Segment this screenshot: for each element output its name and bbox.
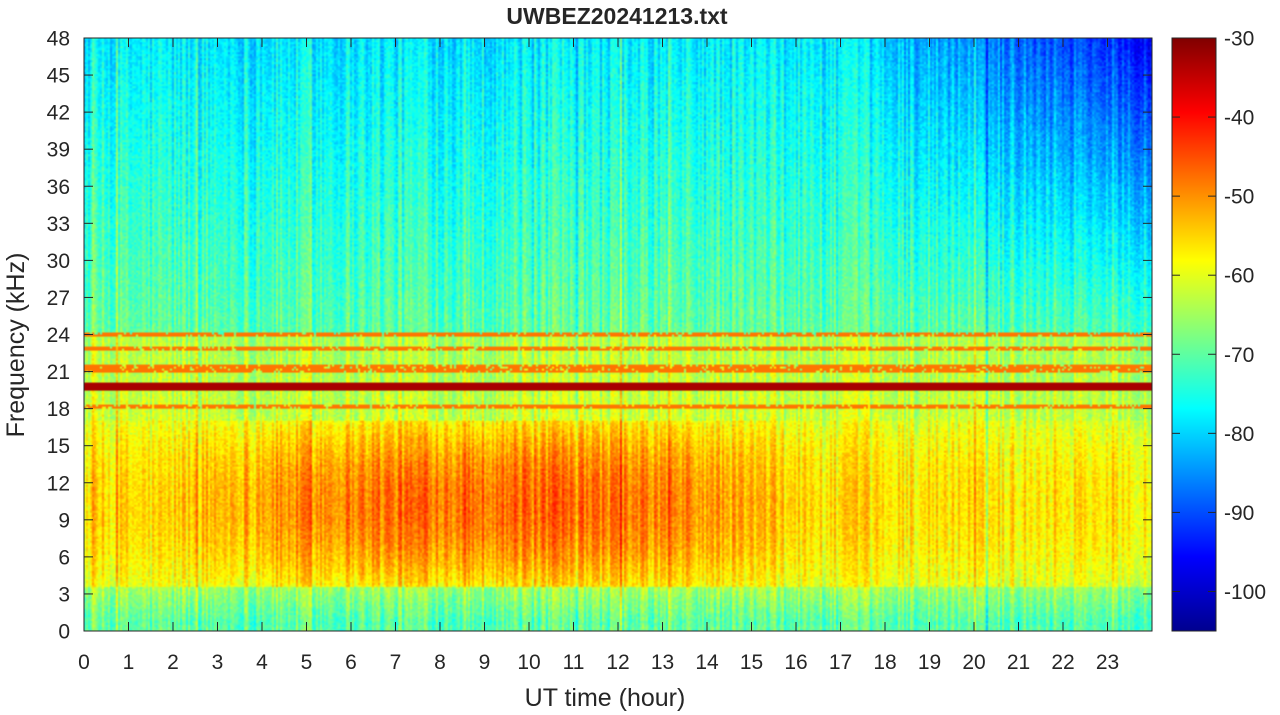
x-tick-label: 13 (651, 651, 674, 674)
x-axis-ticks: 0 1 2 3 4 5 6 7 8 9 10 11 12 13 14 15 16 17 18 19 20 21 22 23 (78, 38, 1119, 674)
spectrogram-image (84, 38, 1152, 631)
y-tick-label: 24 (47, 324, 71, 347)
x-tick-label: 18 (873, 651, 896, 674)
y-tick-label: 15 (47, 435, 70, 458)
x-tick-label: 23 (1096, 651, 1119, 674)
x-tick-label: 22 (1051, 651, 1074, 674)
x-tick-label: 2 (167, 651, 179, 674)
y-tick-label: 18 (47, 398, 70, 421)
plot-area (83, 37, 1153, 632)
x-tick-label: 1 (123, 651, 135, 674)
y-tick-label: 45 (47, 65, 70, 88)
x-tick-label: 11 (563, 651, 585, 674)
x-tick-label: 16 (784, 651, 807, 674)
x-tick-label: 17 (829, 651, 852, 674)
y-tick-label: 36 (47, 176, 70, 199)
chart-title: UWBEZ20241213.txt (506, 3, 727, 29)
x-axis-label: UT time (hour) (525, 684, 686, 712)
x-tick-label: 20 (962, 651, 985, 674)
x-tick-label: 9 (479, 651, 491, 674)
y-tick-label: 9 (58, 509, 70, 532)
colorbar-tick-label: -80 (1224, 423, 1254, 446)
x-tick-label: 0 (78, 651, 90, 674)
y-tick-label: 3 (58, 583, 70, 606)
y-tick-label: 6 (58, 546, 70, 569)
y-tick-label: 12 (47, 472, 70, 495)
x-tick-label: 6 (345, 651, 357, 674)
y-tick-label: 21 (47, 361, 70, 384)
x-tick-label: 12 (606, 651, 629, 674)
colorbar-tick-label: -50 (1224, 186, 1254, 209)
y-tick-label: 0 (58, 621, 70, 644)
colorbar-ticks: -100 -90 -80 -70 -60 -50 -40 -30 (1172, 28, 1266, 604)
x-tick-label: 10 (517, 651, 540, 674)
x-tick-label: 3 (212, 651, 224, 674)
y-tick-label: 39 (47, 139, 70, 162)
x-tick-label: 4 (256, 651, 268, 674)
y-tick-label: 33 (47, 213, 70, 236)
colorbar-tick-label: -40 (1224, 107, 1254, 130)
colorbar-tick-label: -100 (1224, 581, 1266, 604)
colorbar-tick-label: -90 (1224, 502, 1254, 525)
x-tick-label: 19 (918, 651, 941, 674)
x-tick-label: 5 (301, 651, 313, 674)
colorbar-tick-label: -60 (1224, 265, 1254, 288)
y-tick-label: 30 (47, 250, 70, 273)
x-tick-label: 21 (1007, 651, 1030, 674)
y-tick-label: 42 (47, 102, 70, 125)
colorbar: -100 -90 -80 -70 -60 -50 -40 -30 (1171, 28, 1266, 632)
x-tick-label: 14 (695, 651, 719, 674)
x-tick-label: 15 (740, 651, 763, 674)
y-tick-label: 48 (47, 28, 70, 51)
colorbar-gradient (1172, 38, 1216, 631)
colorbar-frame (1171, 37, 1217, 632)
x-tick-label: 7 (390, 651, 402, 674)
x-tick-label: 8 (434, 651, 446, 674)
colorbar-tick-label: -30 (1224, 28, 1254, 51)
y-tick-label: 27 (47, 287, 70, 310)
y-axis-label: Frequency (kHz) (2, 253, 30, 438)
colorbar-tick-label: -70 (1224, 344, 1254, 367)
